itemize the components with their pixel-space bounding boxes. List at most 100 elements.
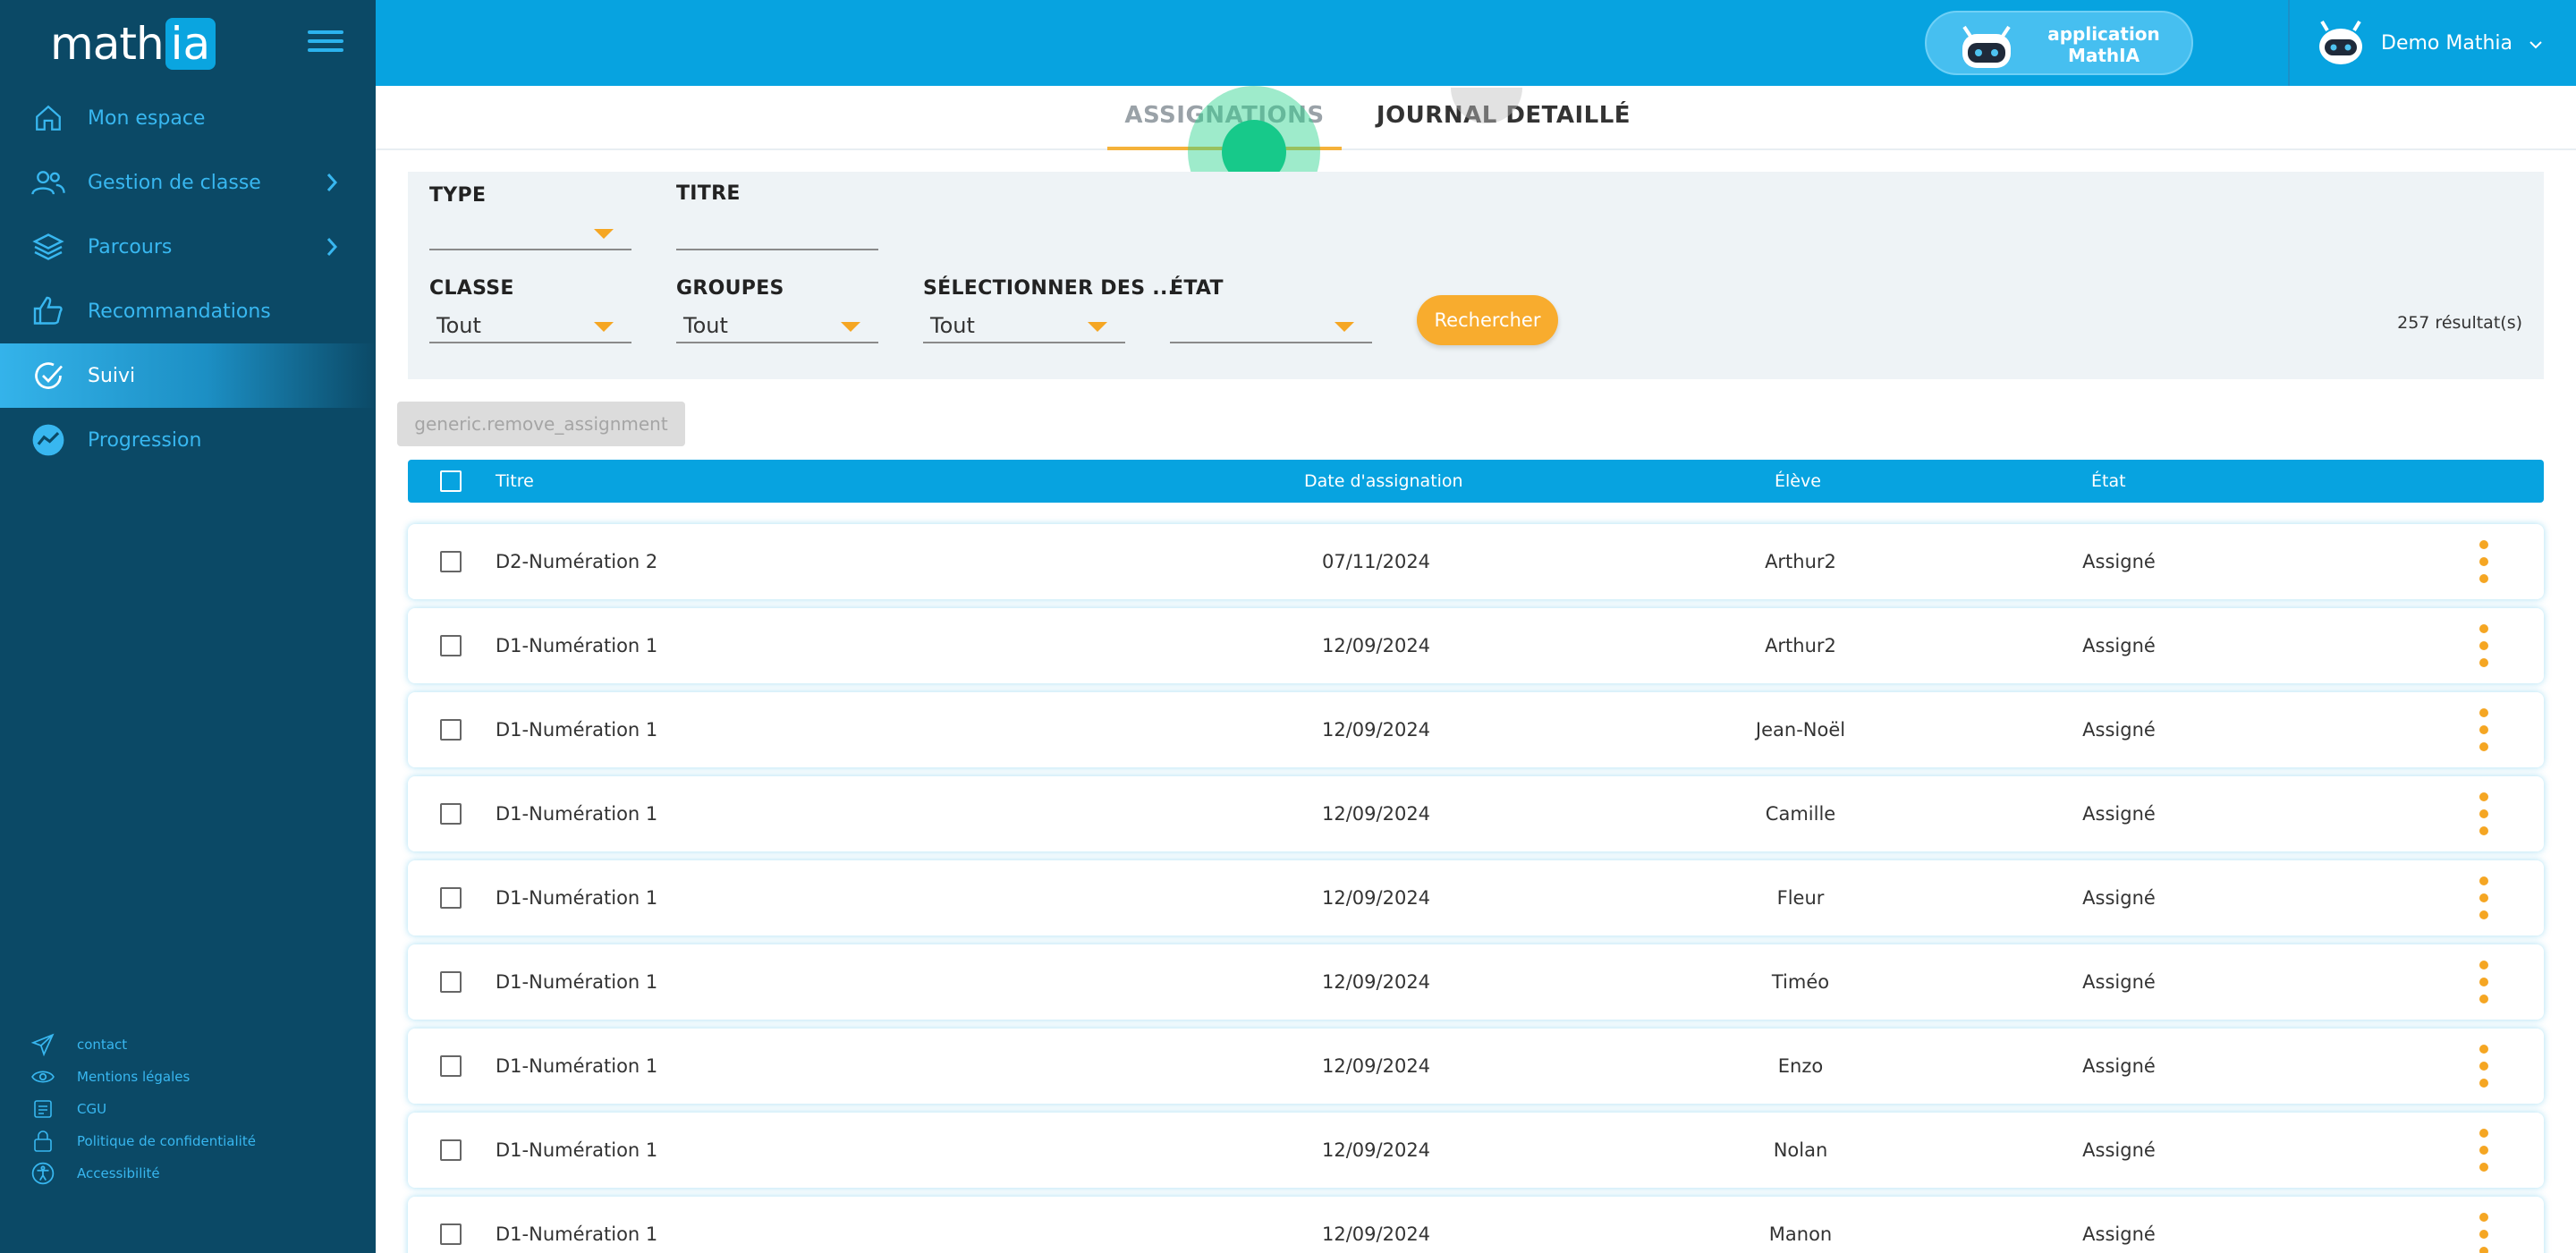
cell-date: 12/09/2024 bbox=[1322, 803, 1431, 825]
sidebar-item-suivi[interactable]: Suivi bbox=[0, 343, 376, 408]
row-checkbox[interactable] bbox=[440, 551, 462, 572]
column-header-titre[interactable]: Titre bbox=[496, 471, 534, 491]
row-checkbox[interactable] bbox=[440, 1223, 462, 1245]
cell-eleve: Enzo bbox=[1777, 1055, 1824, 1077]
sidebar-item-label: Recommandations bbox=[88, 300, 271, 323]
cell-eleve: Nolan bbox=[1773, 1139, 1828, 1161]
sidebar-item-mon-espace[interactable]: Mon espace bbox=[0, 86, 376, 150]
classe-select[interactable]: Tout bbox=[429, 309, 631, 343]
row-checkbox[interactable] bbox=[440, 803, 462, 825]
caret-down-icon bbox=[594, 322, 614, 332]
row-checkbox[interactable] bbox=[440, 1055, 462, 1077]
users-icon bbox=[30, 165, 66, 200]
search-button[interactable]: Rechercher bbox=[1417, 295, 1558, 345]
menu-icon[interactable] bbox=[308, 30, 343, 57]
eye-icon bbox=[30, 1064, 55, 1089]
top-bar: application MathIA Demo Mathia bbox=[376, 0, 2576, 86]
row-checkbox[interactable] bbox=[440, 719, 462, 741]
cell-date: 12/09/2024 bbox=[1322, 1055, 1431, 1077]
table-row[interactable]: D2-Numération 2 07/11/2024 Arthur2 Assig… bbox=[408, 524, 2544, 599]
column-header-date[interactable]: Date d'assignation bbox=[1304, 471, 1463, 491]
more-options-icon[interactable] bbox=[2479, 1213, 2490, 1253]
cell-titre: D1-Numération 1 bbox=[496, 971, 658, 993]
cell-date: 12/09/2024 bbox=[1322, 635, 1431, 656]
footer-link-label: Accessibilité bbox=[77, 1165, 160, 1181]
caret-down-icon bbox=[1335, 322, 1354, 332]
table-row[interactable]: D1-Numération 1 12/09/2024 Camille Assig… bbox=[408, 776, 2544, 851]
more-options-icon[interactable] bbox=[2479, 876, 2490, 921]
cell-titre: D1-Numération 1 bbox=[496, 1223, 658, 1245]
cell-titre: D2-Numération 2 bbox=[496, 551, 658, 572]
footer-link-label: Mentions légales bbox=[77, 1069, 191, 1085]
groupes-select[interactable]: Tout bbox=[676, 309, 878, 343]
tab-bar: ASSIGNATIONS JOURNAL DETAILLÉ bbox=[376, 86, 2576, 150]
table-row[interactable]: D1-Numération 1 12/09/2024 Timéo Assigné bbox=[408, 944, 2544, 1020]
application-mathia-button[interactable]: application MathIA bbox=[1925, 11, 2193, 75]
user-menu[interactable]: Demo Mathia bbox=[2317, 20, 2543, 66]
column-header-etat[interactable]: État bbox=[2091, 471, 2126, 491]
more-options-icon[interactable] bbox=[2479, 624, 2490, 669]
cell-eleve: Jean-Noël bbox=[1755, 719, 1846, 741]
filter-selectionner: SÉLECTIONNER DES ... Tout bbox=[923, 277, 1176, 343]
cell-date: 12/09/2024 bbox=[1322, 971, 1431, 993]
chevron-down-icon bbox=[2529, 32, 2543, 55]
more-options-icon[interactable] bbox=[2479, 708, 2490, 753]
more-options-icon[interactable] bbox=[2479, 1129, 2490, 1173]
cell-etat: Assigné bbox=[2082, 887, 2156, 909]
cell-eleve: Timéo bbox=[1771, 971, 1830, 993]
column-header-eleve[interactable]: Élève bbox=[1775, 471, 1821, 491]
sidebar-item-progression[interactable]: Progression bbox=[0, 408, 376, 472]
avatar bbox=[2317, 20, 2365, 66]
table-row[interactable]: D1-Numération 1 12/09/2024 Manon Assigné bbox=[408, 1197, 2544, 1253]
selectionner-select[interactable]: Tout bbox=[923, 309, 1125, 343]
filter-etat: ÉTAT bbox=[1170, 277, 1372, 343]
cell-eleve: Camille bbox=[1765, 803, 1836, 825]
layers-icon bbox=[30, 229, 66, 265]
row-checkbox[interactable] bbox=[440, 887, 462, 909]
row-checkbox[interactable] bbox=[440, 1139, 462, 1161]
logo-math-text: math bbox=[50, 18, 165, 70]
table-row[interactable]: D1-Numération 1 12/09/2024 Arthur2 Assig… bbox=[408, 608, 2544, 683]
table-row[interactable]: D1-Numération 1 12/09/2024 Nolan Assigné bbox=[408, 1113, 2544, 1188]
more-options-icon[interactable] bbox=[2479, 540, 2490, 585]
filter-selectionner-label: SÉLECTIONNER DES ... bbox=[923, 277, 1176, 300]
more-options-icon[interactable] bbox=[2479, 792, 2490, 837]
robot-icon bbox=[1959, 25, 2014, 74]
table-row[interactable]: D1-Numération 1 12/09/2024 Enzo Assigné bbox=[408, 1029, 2544, 1104]
caret-down-icon bbox=[1088, 322, 1107, 332]
mathia-logo[interactable]: math ia bbox=[50, 16, 216, 72]
results-count: 257 résultat(s) bbox=[2397, 313, 2522, 333]
more-options-icon[interactable] bbox=[2479, 1045, 2490, 1089]
remove-assignment-button[interactable]: generic.remove_assignment bbox=[397, 402, 685, 446]
cell-eleve: Manon bbox=[1768, 1223, 1833, 1245]
sidebar-item-parcours[interactable]: Parcours bbox=[0, 215, 376, 279]
chevron-right-icon bbox=[326, 236, 338, 263]
sidebar-item-gestion-de-classe[interactable]: Gestion de classe bbox=[0, 150, 376, 215]
filter-titre-label: TITRE bbox=[676, 182, 741, 205]
row-checkbox[interactable] bbox=[440, 635, 462, 656]
footer-link-contact[interactable]: contact bbox=[30, 1029, 256, 1061]
filter-groupes-label: GROUPES bbox=[676, 277, 784, 300]
type-select[interactable] bbox=[429, 216, 631, 250]
send-icon bbox=[30, 1032, 55, 1057]
home-icon bbox=[30, 100, 66, 136]
filter-groupes: GROUPES Tout bbox=[676, 277, 878, 343]
row-checkbox[interactable] bbox=[440, 971, 462, 993]
etat-select[interactable] bbox=[1170, 309, 1372, 343]
more-options-icon[interactable] bbox=[2479, 961, 2490, 1005]
footer-link-accessibilite[interactable]: Accessibilité bbox=[30, 1157, 256, 1190]
table-row[interactable]: D1-Numération 1 12/09/2024 Fleur Assigné bbox=[408, 860, 2544, 936]
footer-link-cgu[interactable]: CGU bbox=[30, 1093, 256, 1125]
trend-icon bbox=[30, 422, 66, 458]
sidebar-item-recommandations[interactable]: Recommandations bbox=[0, 279, 376, 343]
cell-etat: Assigné bbox=[2082, 971, 2156, 993]
footer-link-mentions[interactable]: Mentions légales bbox=[30, 1061, 256, 1093]
document-icon bbox=[30, 1096, 55, 1122]
tab-journal-detaille[interactable]: JOURNAL DETAILLÉ bbox=[1376, 102, 1631, 129]
footer-link-politique[interactable]: Politique de confidentialité bbox=[30, 1125, 256, 1157]
cell-etat: Assigné bbox=[2082, 1055, 2156, 1077]
select-all-checkbox[interactable] bbox=[440, 470, 462, 492]
table-row[interactable]: D1-Numération 1 12/09/2024 Jean-Noël Ass… bbox=[408, 692, 2544, 767]
titre-input[interactable] bbox=[676, 216, 878, 250]
filter-type: TYPE bbox=[429, 184, 631, 250]
